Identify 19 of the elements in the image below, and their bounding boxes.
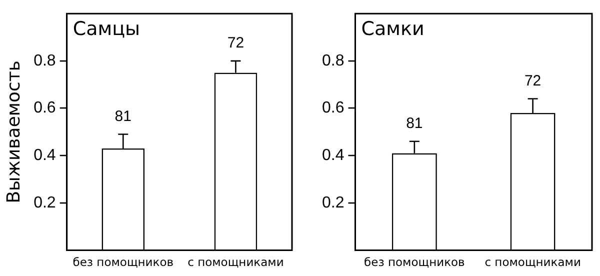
y-tick-label: 0.2 [34, 194, 56, 212]
x-tick-label: с помощниками [484, 255, 581, 270]
annotation: 72 [227, 34, 244, 52]
x-tick-label: без помощников [72, 255, 174, 270]
chart-title: Самцы [72, 18, 140, 40]
y-tick-label: 0.8 [322, 52, 344, 70]
annotation: 81 [406, 115, 423, 132]
annotation: 81 [114, 108, 132, 125]
y-tick-label: 0.4 [34, 146, 56, 164]
y-tick-label: 0.8 [34, 52, 56, 70]
x-tick-label: без помощников [364, 255, 466, 270]
y-tick-label: 0.2 [322, 194, 344, 212]
chart-title: Самки [361, 18, 424, 40]
x-tick-label: с помощниками [188, 255, 284, 270]
y-tick-label: 0.4 [322, 146, 344, 164]
annotation: 72 [524, 72, 542, 90]
y-tick-label: 0.6 [34, 100, 56, 117]
y-tick-label: 0.6 [322, 100, 344, 117]
y-axis-title: Выживаемость [3, 60, 24, 204]
